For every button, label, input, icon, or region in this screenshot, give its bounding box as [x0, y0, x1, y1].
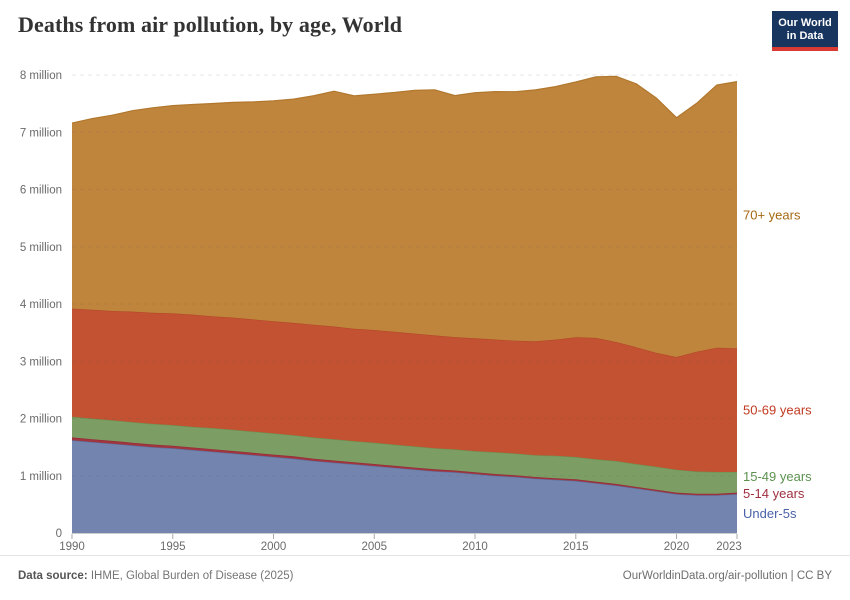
y-tick-label-5: 5 million — [20, 242, 62, 254]
y-tick-label-3: 3 million — [20, 356, 62, 368]
area-70-years[interactable] — [72, 76, 737, 358]
series-label-15-49-years: 15-49 years — [743, 469, 812, 484]
series-label-under-5s: Under-5s — [743, 506, 797, 521]
data-source-label: Data source: — [18, 570, 88, 582]
series-label-70-years: 70+ years — [743, 207, 801, 222]
x-tick-label-2005: 2005 — [361, 541, 387, 553]
page-title: Deaths from air pollution, by age, World — [18, 12, 403, 37]
y-tick-label-7: 7 million — [20, 127, 62, 139]
y-tick-label-2: 2 million — [20, 414, 62, 426]
area-line-70-years — [71, 75, 738, 124]
area-under-5s[interactable] — [72, 440, 737, 533]
x-tick-label-2023: 2023 — [716, 541, 742, 553]
chart-footer: Data source: IHME, Global Burden of Dise… — [0, 555, 850, 600]
series-label-5-14-years: 5-14 years — [743, 486, 805, 501]
y-tick-label-4: 4 million — [20, 299, 62, 311]
owid-cc-link[interactable]: OurWorldinData.org/air-pollution | CC BY — [622, 570, 832, 582]
owid-logo-line2: in Data — [786, 30, 824, 42]
area-50-69-years[interactable] — [72, 308, 737, 472]
x-tick-label-2015: 2015 — [563, 541, 589, 553]
owid-logo[interactable]: Our World in Data — [772, 11, 838, 51]
area-15-49-years[interactable] — [72, 416, 737, 494]
x-tick-label-1995: 1995 — [160, 541, 186, 553]
owid-logo-line1: Our World — [778, 17, 832, 29]
data-source-text: IHME, Global Burden of Disease (2025) — [87, 570, 294, 582]
x-tick-label-2020: 2020 — [664, 541, 690, 553]
x-tick-label-1990: 1990 — [59, 541, 85, 553]
y-tick-label-1: 1 million — [20, 471, 62, 483]
y-tick-label-0: 0 — [56, 528, 62, 540]
x-tick-label-2010: 2010 — [462, 541, 488, 553]
data-source-note: Data source: IHME, Global Burden of Dise… — [18, 570, 294, 582]
series-label-50-69-years: 50-69 years — [743, 403, 812, 418]
y-tick-label-8: 8 million — [20, 70, 62, 82]
y-tick-label-6: 6 million — [20, 185, 62, 197]
x-tick-label-2000: 2000 — [261, 541, 287, 553]
